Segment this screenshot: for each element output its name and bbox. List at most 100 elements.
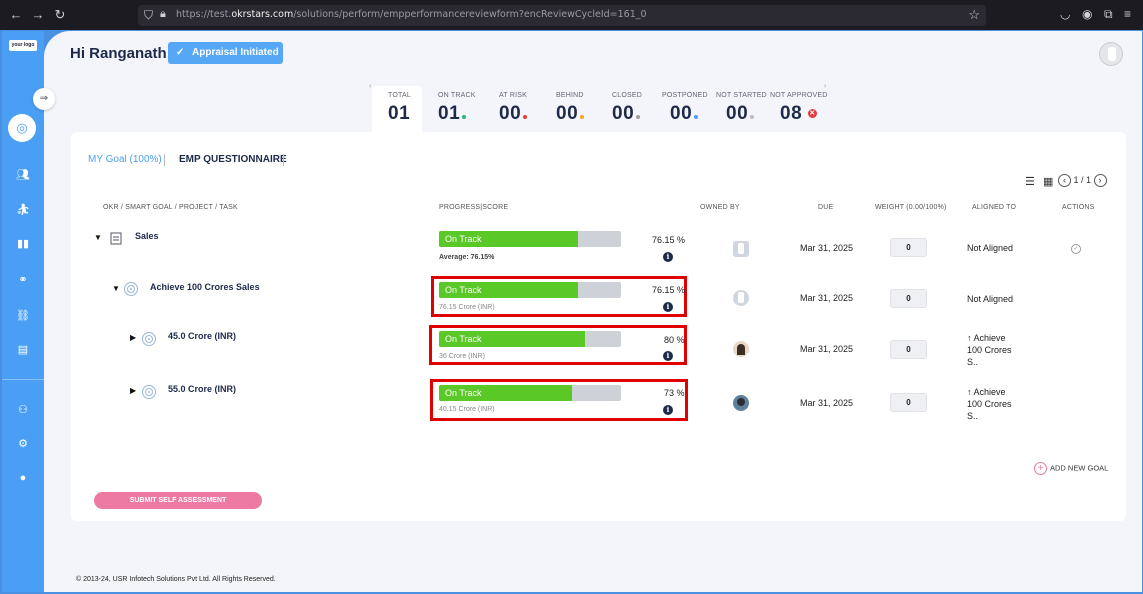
bookmark-star-icon[interactable]: ☆ <box>968 7 980 22</box>
expand-caret-icon[interactable]: ▶ <box>130 333 137 342</box>
progress-bar: On Track <box>439 331 621 347</box>
status-dot <box>694 115 699 119</box>
status-dot <box>636 115 641 119</box>
progress-bar: On Track <box>439 231 621 247</box>
stat-on-track[interactable]: ON TRACK 01 <box>438 92 476 125</box>
header-owned-by: OWNED BY <box>700 204 740 211</box>
target-icon <box>142 385 156 399</box>
check-icon: ✓ <box>176 47 185 58</box>
due-date: Mar 31, 2025 <box>800 344 854 354</box>
stat-not-approved[interactable]: NOT APPROVED 08 ✕ <box>770 92 828 125</box>
stat-total-highlight <box>372 86 422 132</box>
row-title[interactable]: 55.0 Crore (INR) <box>168 384 237 394</box>
progress-percent: 76.15 % <box>652 285 686 295</box>
progress-percent: 76.15 % <box>652 235 686 245</box>
aligned-to: Not Aligned <box>967 243 1014 253</box>
pocket-icon[interactable]: ◡ <box>1060 7 1071 21</box>
owner-avatar[interactable] <box>733 341 749 357</box>
stat-label: BEHIND <box>556 92 584 99</box>
book-icon[interactable]: ▮▮ <box>16 238 30 250</box>
extensions-icon[interactable]: ⧉ <box>1104 7 1113 21</box>
info-icon[interactable]: i <box>663 302 673 312</box>
stat-value: 01 <box>438 103 461 124</box>
user-icon[interactable]: ● <box>19 472 27 484</box>
stat-at-risk[interactable]: AT RISK 00 <box>499 92 528 125</box>
list-view-icon[interactable]: ☰ <box>1025 176 1035 188</box>
menu-icon[interactable]: ≡ <box>1124 7 1132 21</box>
row-title[interactable]: 45.0 Crore (INR) <box>168 331 237 341</box>
header-progress: PROGRESS|SCORE <box>439 204 509 211</box>
report-icon[interactable]: ▤ <box>17 344 29 356</box>
sidebar-divider <box>2 379 44 380</box>
status-dot <box>580 115 585 119</box>
collapse-sidebar-button[interactable]: ⇒ <box>33 88 55 110</box>
pagination: ‹ 1 / 1 › <box>1058 174 1107 187</box>
tab-emp-questionnaire[interactable]: EMP QUESTIONNAIRE <box>179 154 287 165</box>
weight-input[interactable]: 0 <box>890 393 927 412</box>
mask-icon[interactable]: ⚇ <box>18 404 28 416</box>
account-icon[interactable]: ◉ <box>1082 7 1093 21</box>
stat-label: AT RISK <box>499 92 527 99</box>
owner-avatar[interactable] <box>733 395 749 411</box>
grid-view-icon[interactable]: ▦ <box>1043 176 1054 188</box>
address-bar[interactable]: ⛉ 🔒︎ https://test.okrstars.com/solutions… <box>138 5 986 26</box>
check-action-icon[interactable]: ✓ <box>1071 244 1081 254</box>
progress-subtext: Average: 76.15% <box>439 254 495 261</box>
stat-value: 01 <box>388 103 411 124</box>
stats-scroll-right-icon[interactable]: › <box>824 83 827 90</box>
aligned-to[interactable]: ↑ Achieve 100 Crores S.. <box>967 387 1012 421</box>
header-okr: OKR / SMART GOAL / PROJECT / TASK <box>103 204 238 211</box>
hierarchy-icon[interactable]: ⛓︎ <box>16 310 30 322</box>
team-icon[interactable]: 👥︎ <box>16 169 30 181</box>
people-tree-icon[interactable]: ⛹︎ <box>16 204 30 216</box>
expand-caret-icon[interactable]: ▶ <box>130 386 137 395</box>
progress-percent-value: 80 <box>664 335 675 345</box>
progress-percent-value: 76.15 <box>652 235 675 245</box>
stat-total[interactable]: TOTAL 01 <box>388 92 411 125</box>
row-title[interactable]: Sales <box>135 231 159 241</box>
handshake-icon[interactable]: ⚭ <box>18 274 28 286</box>
forward-icon[interactable]: → <box>31 7 45 22</box>
stat-closed[interactable]: CLOSED 00 <box>612 92 642 125</box>
collapse-caret-icon[interactable]: ▼ <box>94 233 102 242</box>
progress-subtext: 36 Crore (INR) <box>439 353 485 360</box>
stats-scroll-left-icon[interactable]: ‹ <box>369 83 372 90</box>
highlight-box <box>430 379 688 421</box>
row-title[interactable]: Achieve 100 Crores Sales <box>150 282 260 292</box>
owner-avatar[interactable] <box>733 290 749 306</box>
info-icon[interactable]: i <box>663 252 673 262</box>
weight-input[interactable]: 0 <box>890 238 927 257</box>
add-new-goal-button[interactable]: + ADD NEW GOAL <box>1034 462 1108 475</box>
back-icon[interactable]: ← <box>9 7 23 22</box>
prev-page-icon[interactable]: ‹ <box>1058 174 1071 187</box>
weight-input[interactable]: 0 <box>890 289 927 308</box>
highlight-box <box>431 276 687 317</box>
info-icon[interactable]: i <box>663 405 673 415</box>
gear-icon[interactable]: ⚙ <box>18 438 28 450</box>
stat-not-started[interactable]: NOT STARTED 00 <box>716 92 767 125</box>
reload-icon[interactable]: ↻ <box>54 7 66 22</box>
profile-avatar[interactable] <box>1099 42 1123 66</box>
stat-label: CLOSED <box>612 92 642 99</box>
goals-target-icon[interactable]: ◎ <box>8 114 36 142</box>
stat-postponed[interactable]: POSTPONED 00 <box>662 92 708 125</box>
stat-value: 00 <box>726 103 749 124</box>
status-dot <box>750 115 755 119</box>
owner-avatar[interactable] <box>733 241 749 257</box>
weight-input[interactable]: 0 <box>890 340 927 359</box>
stat-value: 00 <box>670 103 693 124</box>
tab-divider <box>164 154 165 166</box>
header-due: DUE <box>818 204 834 211</box>
browser-toolbar: ← → ↻ ⛉ 🔒︎ https://test.okrstars.com/sol… <box>0 0 1143 30</box>
next-page-icon[interactable]: › <box>1093 174 1107 187</box>
info-icon[interactable]: i <box>663 351 673 361</box>
appraisal-status-button[interactable]: ✓ Appraisal Initiated <box>168 42 283 64</box>
stat-behind[interactable]: BEHIND 00 <box>556 92 585 125</box>
stat-label: ON TRACK <box>438 92 476 99</box>
collapse-caret-icon[interactable]: ▼ <box>112 284 120 293</box>
target-icon <box>142 332 156 346</box>
progress-bar: On Track <box>439 282 621 298</box>
submit-self-assessment-button[interactable]: SUBMIT SELF ASSESSMENT <box>94 492 262 509</box>
tab-my-goal[interactable]: MY Goal (100%) <box>88 154 162 165</box>
aligned-to[interactable]: ↑ Achieve 100 Crores S.. <box>967 333 1012 367</box>
